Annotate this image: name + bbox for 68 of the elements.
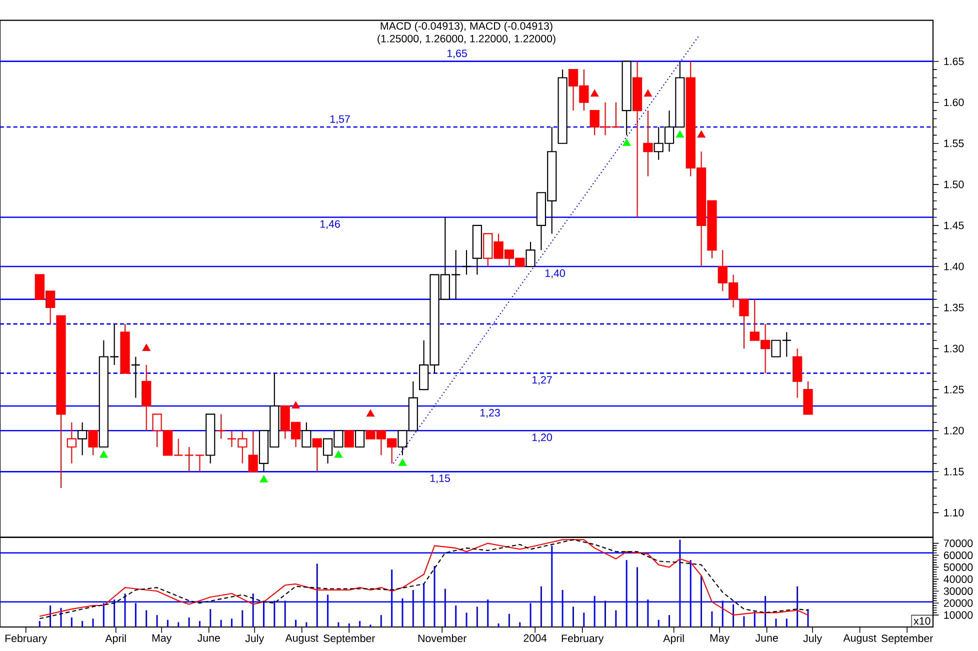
candlestick xyxy=(312,438,322,472)
point xyxy=(292,401,300,408)
point xyxy=(398,458,407,466)
y-tick-label: 30000 xyxy=(944,587,973,595)
point xyxy=(697,130,706,138)
x-tick-label: April xyxy=(663,634,684,644)
candlestick xyxy=(354,430,365,448)
y-tick-label: 50000 xyxy=(944,563,973,571)
y-tick-label: 1.65 xyxy=(944,58,964,66)
candlestick xyxy=(344,430,354,448)
y-tick-label: 1.15 xyxy=(944,468,964,476)
point xyxy=(100,450,108,458)
y-tick-label: 1.55 xyxy=(944,140,964,148)
ref-line-label: 1,57 xyxy=(330,115,350,124)
x-tick-label: May xyxy=(152,634,172,644)
x-tick-label: August xyxy=(843,634,876,644)
annotation: MACD (-0.04913), MACD (-0.04913) xyxy=(380,22,552,32)
y-tick-label: 1.30 xyxy=(944,344,964,352)
point xyxy=(334,450,343,458)
ref-line-label: 1,46 xyxy=(320,220,340,229)
ref-line-label: 1,65 xyxy=(447,50,467,58)
annotation: (1.25000, 1.26000, 1.22000, 1.22000) xyxy=(378,34,556,45)
y-tick-label: 1.50 xyxy=(944,180,964,188)
y-tick-label: 40000 xyxy=(944,575,973,583)
ref-line-label: 1,40 xyxy=(545,269,565,278)
y-tick-label: 1.60 xyxy=(944,98,964,106)
point xyxy=(366,410,375,417)
y-tick-label: 1.25 xyxy=(944,386,964,394)
y-tick-label: 20000 xyxy=(944,599,973,607)
y-tick-label: 1.10 xyxy=(944,508,964,516)
point xyxy=(590,89,599,97)
candlestick xyxy=(643,110,653,177)
x-tick-label: August xyxy=(285,634,318,644)
x-tick-label: February xyxy=(5,634,48,644)
point xyxy=(676,130,684,138)
point xyxy=(644,89,652,97)
ref-line-label: 1,15 xyxy=(430,474,450,484)
x-tick-label: September xyxy=(324,634,376,644)
x-tick-label: July xyxy=(245,634,264,644)
y-tick-label: 10000 xyxy=(944,611,973,619)
candlestick xyxy=(88,430,98,456)
point xyxy=(260,475,268,482)
y-tick-label: 60000 xyxy=(944,551,973,560)
y-tick-label: 1.40 xyxy=(944,262,964,270)
x-tick-label: July xyxy=(803,634,822,644)
x-tick-label: April xyxy=(105,634,126,644)
point xyxy=(142,344,150,352)
y-tick-label: 1.45 xyxy=(944,222,964,230)
x-tick-label: 2004 xyxy=(524,634,547,642)
y-tick-label: 1.35 xyxy=(944,304,964,312)
candlestick xyxy=(194,454,205,472)
ref-line-label: 1,23 xyxy=(480,408,500,418)
candlestick xyxy=(248,430,258,472)
x-tick-label: September xyxy=(881,634,933,644)
x-tick-label: June xyxy=(755,634,778,642)
y-tick-label: 1.20 xyxy=(944,426,964,434)
x-tick-label: February xyxy=(562,634,604,644)
annotation: x10 xyxy=(914,617,930,625)
x-tick-label: May xyxy=(710,634,730,644)
y-tick-label: 70000 xyxy=(944,540,973,548)
ref-line-label: 1,20 xyxy=(532,434,552,442)
point xyxy=(622,138,631,146)
candlestick xyxy=(184,446,194,472)
candlestick xyxy=(526,241,536,268)
ref-line-label: 1,27 xyxy=(532,376,552,385)
x-tick-label: November xyxy=(418,634,467,642)
x-tick-label: June xyxy=(197,634,220,642)
candlestick xyxy=(302,422,312,448)
